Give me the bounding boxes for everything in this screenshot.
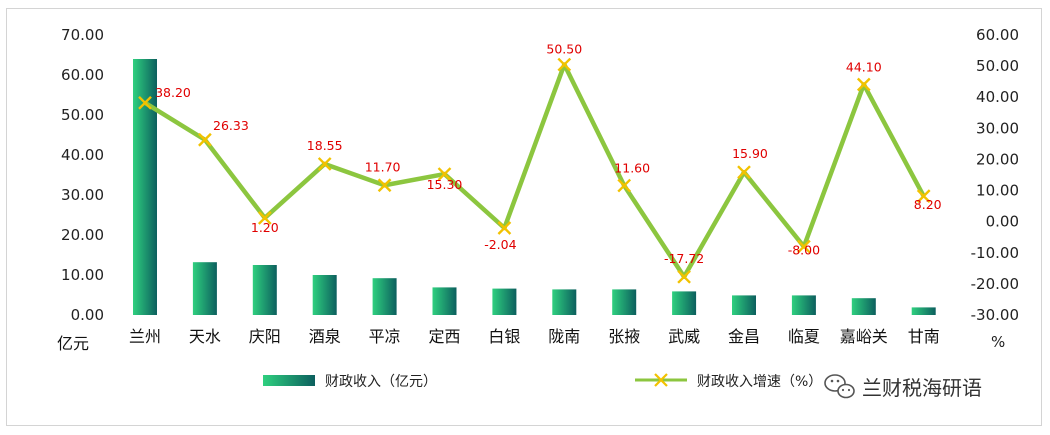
data-label: 11.60 bbox=[614, 161, 650, 176]
bar bbox=[492, 288, 517, 315]
bar bbox=[192, 262, 217, 315]
y-left-tick-label: 20.00 bbox=[61, 226, 104, 244]
data-label: 1.20 bbox=[251, 220, 279, 235]
line-point-marker bbox=[797, 239, 811, 254]
data-label: 18.55 bbox=[307, 138, 343, 153]
bar-series bbox=[133, 59, 936, 315]
line-point-marker bbox=[856, 77, 871, 92]
bar bbox=[552, 289, 577, 315]
y-left-tick-label: 60.00 bbox=[61, 66, 104, 84]
data-label: 15.30 bbox=[427, 177, 463, 192]
x-category-label: 金昌 bbox=[728, 327, 760, 346]
line-point-marker bbox=[138, 95, 152, 110]
y-right-tick-label: -30.00 bbox=[971, 306, 1019, 324]
line-point-marker bbox=[257, 211, 272, 225]
line-point-marker bbox=[737, 165, 751, 180]
x-category-label: 武威 bbox=[668, 327, 700, 346]
bar bbox=[791, 295, 816, 315]
line-point-marker bbox=[377, 178, 392, 193]
line-point-marker bbox=[677, 269, 691, 284]
line-series bbox=[138, 57, 931, 284]
y-left-tick-label: 50.00 bbox=[61, 106, 104, 124]
y-left-tick-label: 10.00 bbox=[61, 266, 104, 284]
x-category-label: 兰州 bbox=[129, 327, 161, 346]
data-labels: 38.20 26.33 1.20 18.55 11.70 15.30 -2.04 50.50 1… bbox=[155, 42, 942, 266]
watermark: 兰财税海研语 bbox=[824, 374, 982, 400]
y-right-tick-label: 10.00 bbox=[976, 182, 1019, 200]
bar bbox=[372, 278, 397, 315]
y-right-tick-label: 50.00 bbox=[976, 57, 1019, 75]
data-label: -2.04 bbox=[484, 237, 516, 252]
bar bbox=[252, 265, 277, 315]
chart-frame: 0.00 10.00 20.00 30.00 40.00 50.00 60.00 70.00 亿… bbox=[6, 8, 1042, 426]
y-right-tick-label: 20.00 bbox=[976, 150, 1019, 168]
axes: 0.00 10.00 20.00 30.00 40.00 50.00 60.00 70.00 亿… bbox=[57, 26, 1019, 353]
data-label: 44.10 bbox=[846, 59, 882, 74]
data-label: -17.72 bbox=[664, 251, 704, 266]
x-category-label: 张掖 bbox=[608, 327, 640, 346]
bar bbox=[911, 307, 936, 315]
line-point-marker bbox=[916, 189, 931, 204]
x-category-label: 临夏 bbox=[788, 327, 820, 346]
x-category-label: 庆阳 bbox=[249, 327, 281, 346]
legend-bar-label: 财政收入（亿元） bbox=[325, 374, 437, 390]
combo-chart: 0.00 10.00 20.00 30.00 40.00 50.00 60.00 70.00 亿… bbox=[57, 26, 1019, 400]
line-point-marker bbox=[437, 167, 452, 181]
y-right-tick-label: -10.00 bbox=[971, 244, 1019, 262]
x-category-label: 天水 bbox=[189, 327, 221, 346]
x-category-label: 白银 bbox=[488, 327, 520, 346]
watermark-text: 兰财税海研语 bbox=[862, 376, 982, 400]
line-point-marker bbox=[497, 221, 512, 235]
x-category-label: 嘉峪关 bbox=[840, 327, 888, 346]
line-point-marker bbox=[557, 57, 572, 72]
line-point-marker bbox=[617, 178, 632, 193]
legend-line-marker bbox=[654, 373, 668, 387]
x-category-label: 甘南 bbox=[908, 327, 940, 346]
y-left-tick-label: 70.00 bbox=[61, 26, 104, 44]
x-category-label: 酒泉 bbox=[309, 327, 341, 346]
growth-line bbox=[143, 62, 926, 280]
y-right-unit: % bbox=[991, 333, 1005, 351]
y-right-tick-label: 40.00 bbox=[976, 88, 1019, 106]
bar bbox=[312, 275, 337, 315]
bar bbox=[432, 287, 457, 315]
data-label: 50.50 bbox=[546, 42, 582, 57]
line-point-marker bbox=[317, 157, 332, 171]
bar bbox=[851, 298, 876, 315]
data-label: 11.70 bbox=[365, 159, 401, 174]
legend: 财政收入（亿元） 财政收入增速（%） bbox=[263, 373, 822, 390]
y-left-tick-label: 40.00 bbox=[61, 146, 104, 164]
x-category-label: 陇南 bbox=[548, 327, 580, 346]
data-label: -8.00 bbox=[788, 243, 820, 258]
legend-line-label: 财政收入增速（%） bbox=[697, 374, 822, 390]
data-label: 38.20 bbox=[155, 85, 191, 100]
data-label: 8.20 bbox=[914, 197, 942, 212]
x-category-label: 平凉 bbox=[369, 327, 401, 346]
y-left-tick-label: 0.00 bbox=[71, 306, 104, 324]
data-label: 26.33 bbox=[213, 118, 249, 133]
bar bbox=[612, 289, 637, 315]
y-right-tick-label: 30.00 bbox=[976, 119, 1019, 137]
bar bbox=[732, 295, 756, 315]
bar bbox=[133, 59, 157, 315]
y-left-tick-label: 30.00 bbox=[61, 186, 104, 204]
line-point-marker bbox=[198, 132, 212, 147]
y-right-tick-label: -20.00 bbox=[971, 275, 1019, 293]
y-left-unit: 亿元 bbox=[57, 334, 89, 353]
legend-bar-swatch bbox=[263, 375, 315, 386]
bar bbox=[672, 291, 697, 315]
y-right-tick-label: 60.00 bbox=[976, 26, 1019, 44]
wechat-icon bbox=[824, 374, 855, 399]
x-category-label: 定西 bbox=[428, 327, 460, 346]
y-right-tick-label: 0.00 bbox=[986, 213, 1019, 231]
data-label: 15.90 bbox=[732, 146, 768, 161]
